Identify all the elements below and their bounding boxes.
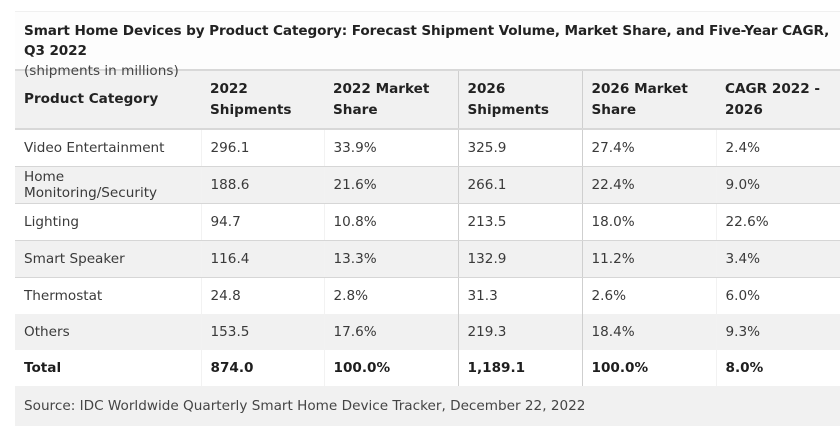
table-row: Lighting 94.7 10.8% 213.5 18.0% 22.6% bbox=[15, 203, 840, 241]
cell-2026-shipments: 266.1 bbox=[457, 166, 582, 204]
total-cagr: 8.0% bbox=[715, 350, 840, 386]
cell-cagr: 6.0% bbox=[715, 277, 840, 314]
cell-2026-shipments: 31.3 bbox=[457, 277, 582, 314]
cell-2026-share: 18.0% bbox=[581, 203, 716, 241]
total-2026-shipments: 1,189.1 bbox=[457, 350, 582, 386]
table-subtitle: (shipments in millions) bbox=[24, 63, 179, 79]
cell-2022-shipments: 296.1 bbox=[200, 129, 324, 167]
cell-2026-shipments: 325.9 bbox=[457, 129, 582, 167]
smart-home-table-figure: Smart Home Devices by Product Category: … bbox=[15, 11, 840, 426]
cell-2026-shipments: 219.3 bbox=[457, 314, 582, 350]
header-cagr: CAGR 2022 - 2026 bbox=[716, 71, 840, 130]
cell-2022-share: 2.8% bbox=[323, 277, 458, 314]
total-2026-share: 100.0% bbox=[581, 350, 716, 386]
cell-2026-share: 2.6% bbox=[581, 277, 716, 314]
cell-2026-share: 27.4% bbox=[581, 129, 716, 167]
cell-2022-shipments: 24.8 bbox=[200, 277, 324, 314]
header-product-category: Product Category bbox=[15, 71, 201, 130]
cell-2022-share: 21.6% bbox=[323, 166, 458, 204]
cell-2026-shipments: 213.5 bbox=[457, 203, 582, 241]
total-row: Total 874.0 100.0% 1,189.1 100.0% 8.0% bbox=[15, 350, 840, 386]
cell-category: Thermostat bbox=[15, 277, 201, 314]
cell-cagr: 22.6% bbox=[715, 203, 840, 241]
table-caption: Smart Home Devices by Product Category: … bbox=[15, 11, 840, 79]
cell-2022-shipments: 188.6 bbox=[200, 166, 324, 204]
cell-2026-shipments: 132.9 bbox=[457, 240, 582, 278]
cell-2022-share: 33.9% bbox=[323, 129, 458, 167]
cell-category: Video Entertainment bbox=[15, 129, 201, 167]
header-row: Product Category 2022 Shipments 2022 Mar… bbox=[15, 71, 840, 130]
cell-2022-shipments: 116.4 bbox=[200, 240, 324, 278]
cell-2026-share: 22.4% bbox=[581, 166, 716, 204]
table-row: Home Monitoring/Security 188.6 21.6% 266… bbox=[15, 166, 840, 204]
table-row: Smart Speaker 116.4 13.3% 132.9 11.2% 3.… bbox=[15, 240, 840, 278]
cell-2022-share: 10.8% bbox=[323, 203, 458, 241]
cell-2022-share: 13.3% bbox=[323, 240, 458, 278]
cell-category: Others bbox=[15, 314, 201, 350]
header-2022-shipments: 2022 Shipments bbox=[201, 71, 324, 130]
total-2022-share: 100.0% bbox=[323, 350, 458, 386]
cell-2026-share: 11.2% bbox=[581, 240, 716, 278]
header-2022-market-share: 2022 Market Share bbox=[324, 71, 458, 130]
cell-category: Lighting bbox=[15, 203, 201, 241]
source-note: Source: IDC Worldwide Quarterly Smart Ho… bbox=[15, 386, 840, 426]
table-row: Video Entertainment 296.1 33.9% 325.9 27… bbox=[15, 129, 840, 167]
total-2022-shipments: 874.0 bbox=[200, 350, 324, 386]
cell-cagr: 3.4% bbox=[715, 240, 840, 278]
cell-cagr: 2.4% bbox=[715, 129, 840, 167]
total-label: Total bbox=[15, 350, 201, 386]
table-title: Smart Home Devices by Product Category: … bbox=[24, 23, 830, 59]
cell-category: Home Monitoring/Security bbox=[15, 166, 201, 204]
header-2026-shipments: 2026 Shipments bbox=[457, 71, 582, 130]
table-row: Others 153.5 17.6% 219.3 18.4% 9.3% bbox=[15, 314, 840, 350]
data-table: Product Category 2022 Shipments 2022 Mar… bbox=[15, 71, 840, 386]
cell-cagr: 9.3% bbox=[715, 314, 840, 350]
cell-2026-share: 18.4% bbox=[581, 314, 716, 350]
cell-2022-shipments: 153.5 bbox=[200, 314, 324, 350]
cell-2022-share: 17.6% bbox=[323, 314, 458, 350]
header-2026-market-share: 2026 Market Share bbox=[581, 71, 716, 130]
cell-cagr: 9.0% bbox=[715, 166, 840, 204]
cell-category: Smart Speaker bbox=[15, 240, 201, 278]
table-row: Thermostat 24.8 2.8% 31.3 2.6% 6.0% bbox=[15, 277, 840, 314]
cell-2022-shipments: 94.7 bbox=[200, 203, 324, 241]
